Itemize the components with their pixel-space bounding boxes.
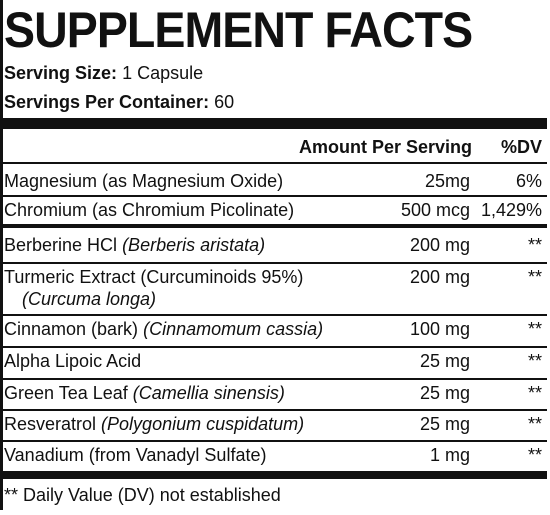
daily-value: 1,429% — [480, 200, 542, 220]
rule — [3, 262, 547, 264]
ingredient: Alpha Lipoic Acid — [4, 351, 142, 371]
rule — [3, 378, 547, 380]
serving-size-label: Serving Size: — [4, 63, 118, 83]
amount: 25mg — [424, 171, 470, 191]
servings-per-container: Servings Per Container: 60 — [4, 91, 234, 113]
ingredient-name: Green Tea Leaf (Camellia sinensis) — [4, 382, 285, 404]
dv-header: %DV — [500, 137, 542, 157]
servings-label: Servings Per Container: — [4, 92, 210, 112]
ingredient-name: Vanadium (from Vanadyl Sulfate) — [4, 444, 266, 466]
amount: 25 mg — [419, 414, 470, 434]
rule — [3, 346, 547, 348]
ingredient: Turmeric Extract (Curcuminoids 95%) — [4, 267, 304, 287]
ingredient: Magnesium (as Magnesium Oxide) — [4, 171, 284, 191]
latin-name: (Camellia sinensis) — [132, 383, 285, 403]
rule — [3, 314, 547, 316]
daily-value: ** — [527, 319, 542, 339]
serving-size-value: 1 Capsule — [122, 63, 204, 83]
thick-rule — [3, 118, 547, 129]
title: SUPPLEMENT FACTS — [4, 2, 473, 58]
daily-value: ** — [527, 445, 542, 465]
ingredient: Cinnamon (bark) — [4, 319, 139, 339]
rule — [3, 195, 547, 197]
amount-header: Amount Per Serving — [298, 137, 472, 157]
amount: 25 mg — [419, 383, 470, 403]
rule — [3, 224, 547, 228]
daily-value: 6% — [515, 171, 542, 191]
ingredient-name: Alpha Lipoic Acid — [4, 350, 141, 372]
left-border — [0, 0, 3, 510]
daily-value: ** — [527, 267, 542, 287]
ingredient: Chromium (as Chromium Picolinate) — [4, 200, 295, 220]
daily-value: ** — [527, 383, 542, 403]
latin-name: (Curcuma longa) — [22, 289, 157, 309]
amount: 100 mg — [409, 319, 470, 339]
serving-size: Serving Size: 1 Capsule — [4, 62, 203, 84]
daily-value: ** — [527, 235, 542, 255]
amount: 1 mg — [429, 445, 470, 465]
ingredient: Berberine HCl — [4, 235, 118, 255]
ingredient-name: Turmeric Extract (Curcuminoids 95%) — [4, 266, 303, 288]
rule — [3, 440, 547, 442]
latin-name: (Cinnamomum cassia) — [143, 319, 324, 339]
ingredient: Resveratrol — [4, 414, 97, 434]
amount: 500 mcg — [400, 200, 470, 220]
ingredient-name: Berberine HCl (Berberis aristata) — [4, 234, 265, 256]
footnote: ** Daily Value (DV) not established — [4, 485, 281, 505]
rule — [3, 162, 547, 164]
daily-value: ** — [527, 351, 542, 371]
servings-value: 60 — [214, 92, 235, 112]
ingredient-name: Cinnamon (bark) (Cinnamomum cassia) — [4, 318, 323, 340]
ingredient: Vanadium (from Vanadyl Sulfate) — [4, 445, 267, 465]
amount: 200 mg — [409, 235, 470, 255]
ingredient-name: Chromium (as Chromium Picolinate) — [4, 199, 294, 221]
ingredient: Green Tea Leaf — [4, 383, 128, 403]
daily-value: ** — [527, 414, 542, 434]
latin-name: (Polygonium cuspidatum) — [101, 414, 305, 434]
amount: 25 mg — [419, 351, 470, 371]
thick-rule — [3, 471, 547, 479]
ingredient-name: Resveratrol (Polygonium cuspidatum) — [4, 413, 304, 435]
amount: 200 mg — [409, 267, 470, 287]
rule — [3, 409, 547, 411]
ingredient-name: Magnesium (as Magnesium Oxide) — [4, 170, 283, 192]
latin-name: (Berberis aristata) — [122, 235, 266, 255]
